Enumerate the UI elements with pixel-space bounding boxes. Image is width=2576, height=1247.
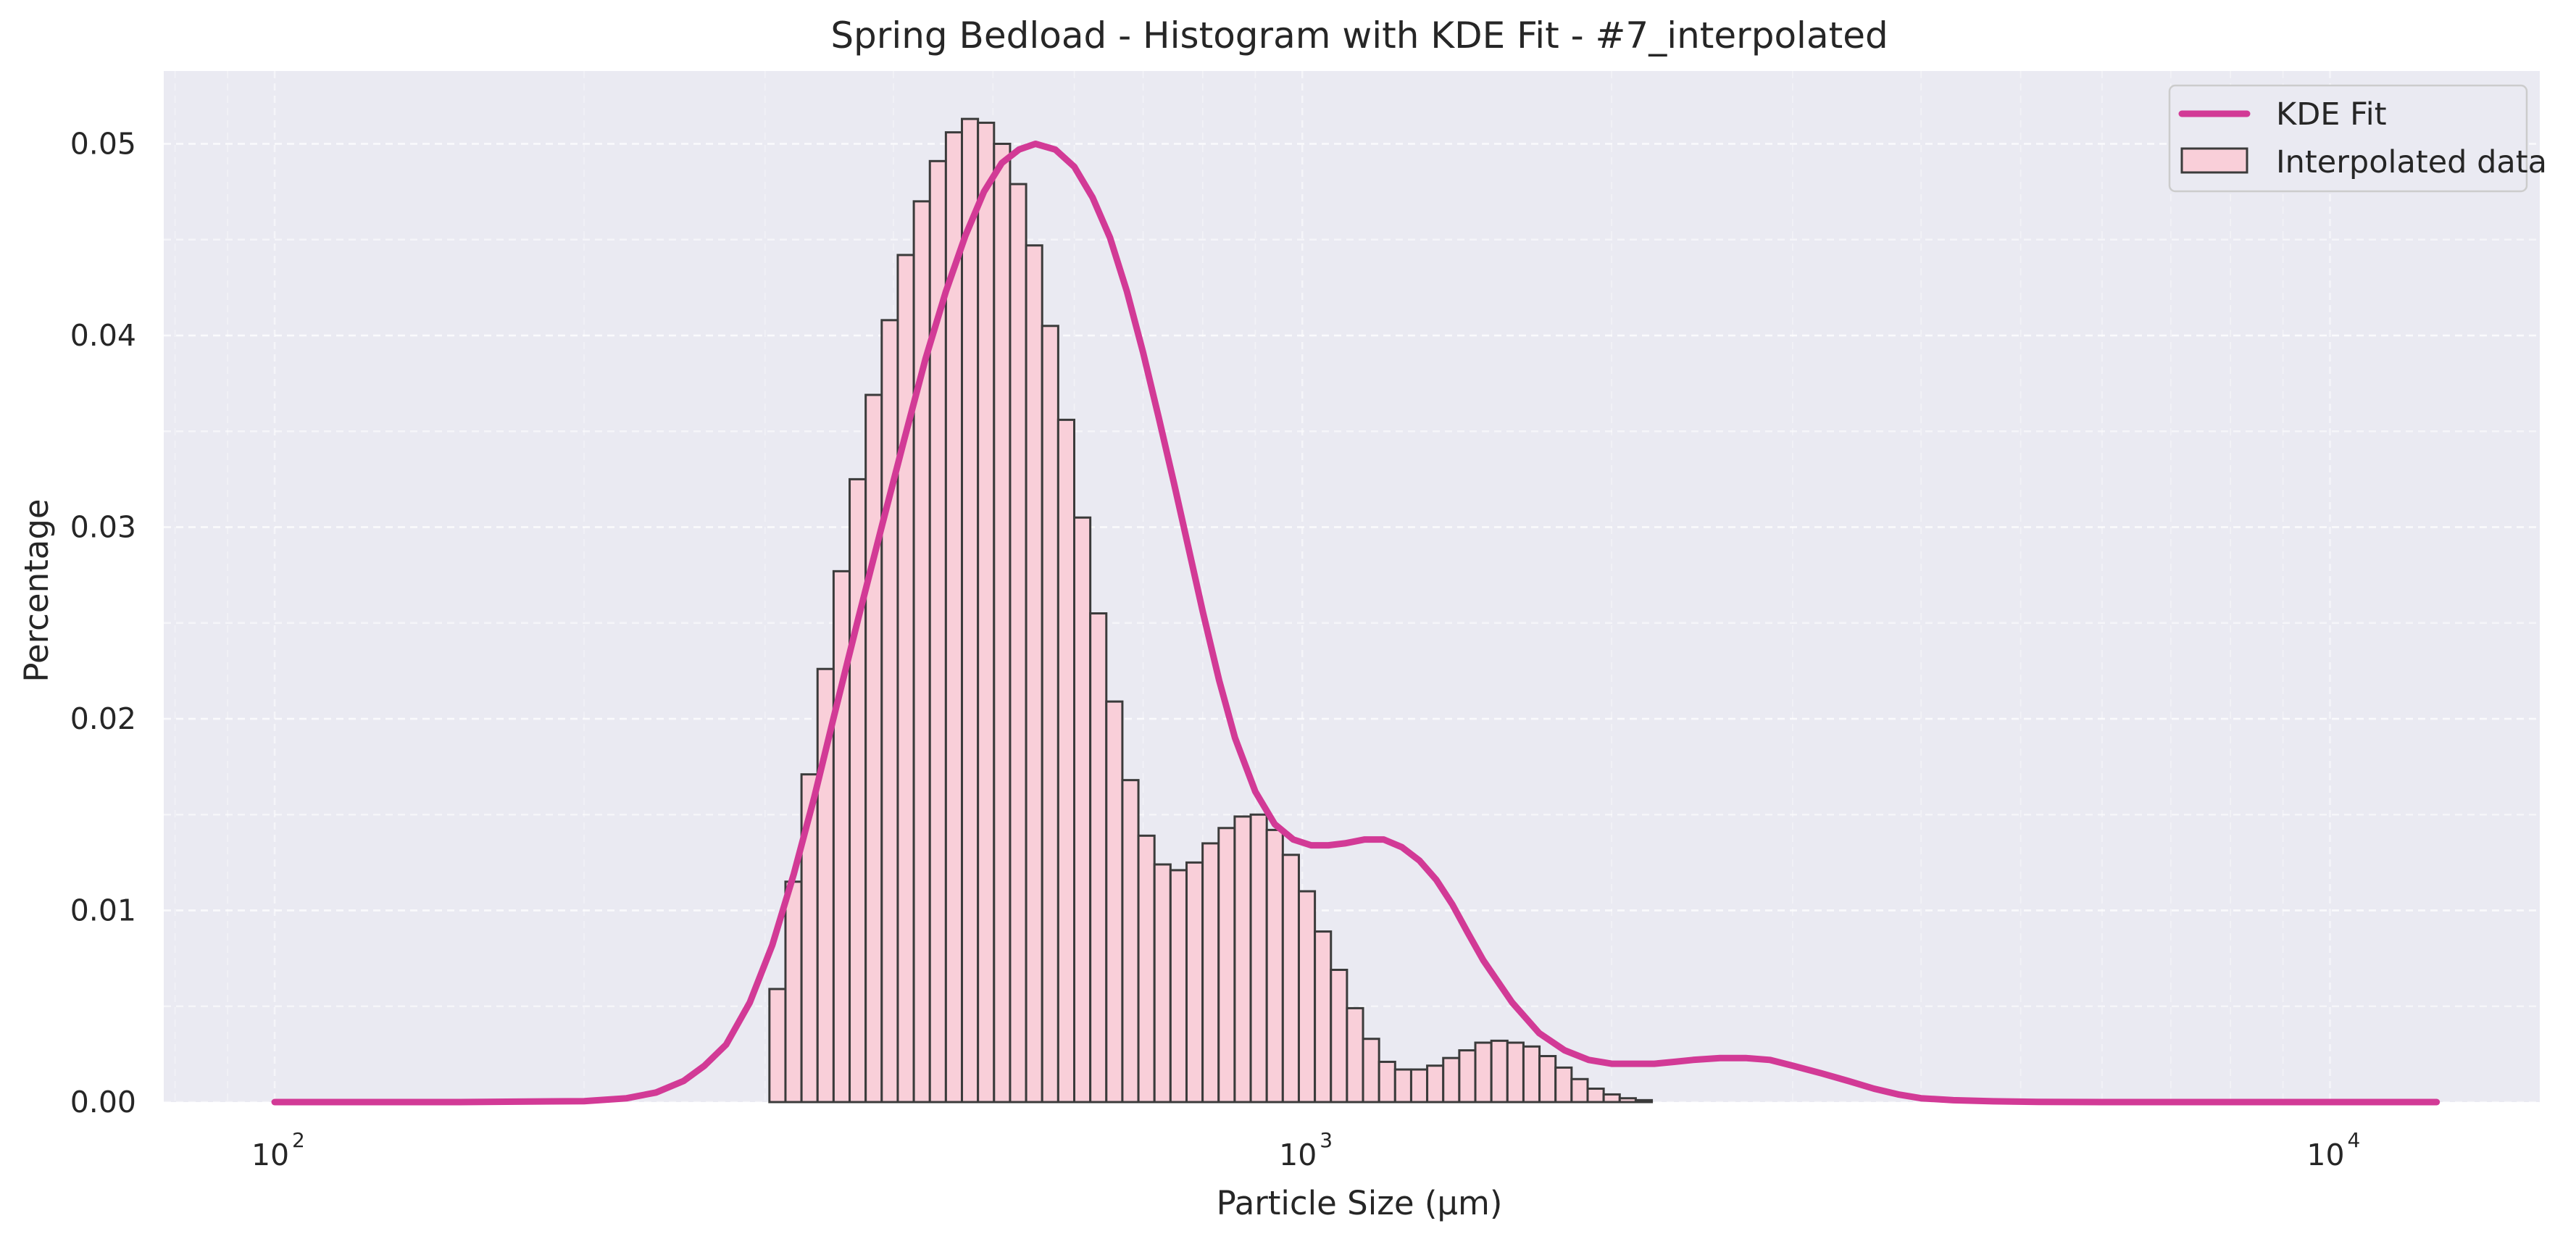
x-axis-label: Particle Size (μm) — [1217, 1184, 1503, 1222]
histogram-bar — [1618, 1097, 1637, 1104]
histogram-bar — [896, 254, 915, 1104]
legend-box — [2168, 84, 2528, 193]
histogram-bar — [1506, 1041, 1525, 1104]
histogram-bar — [1554, 1066, 1573, 1104]
histogram-bar — [1169, 869, 1188, 1104]
histogram-bar — [1426, 1064, 1445, 1104]
histogram-bar — [1089, 612, 1108, 1104]
y-tick-label: 0.04 — [70, 318, 136, 353]
y-axis-ticks: 0.00 0.01 0.02 0.03 0.04 0.05 — [70, 127, 136, 1119]
histogram-bar — [1393, 1068, 1412, 1104]
histogram-bar — [1249, 813, 1268, 1104]
x-tick-base: 10 — [1279, 1138, 1317, 1172]
histogram-bar — [880, 319, 899, 1104]
histogram-bar — [1265, 828, 1284, 1104]
histogram-bar — [1201, 842, 1220, 1104]
histogram-bar — [1409, 1068, 1429, 1104]
histogram-bar — [1442, 1056, 1461, 1104]
histogram-bar — [977, 121, 996, 1104]
histogram-bar — [1346, 1006, 1364, 1104]
histogram-bar — [961, 117, 980, 1104]
histogram-bar — [784, 880, 803, 1104]
y-tick-label: 0.03 — [70, 510, 136, 545]
plot-area — [164, 71, 2540, 1102]
histogram-bar — [1137, 834, 1156, 1104]
histogram-bar — [864, 393, 883, 1104]
chart-title: Spring Bedload - Histogram with KDE Fit … — [830, 14, 1888, 57]
y-tick-label: 0.01 — [70, 893, 136, 928]
histogram-bar — [1377, 1060, 1396, 1104]
y-tick-label: 0.05 — [70, 127, 136, 162]
histogram-bar — [1522, 1045, 1541, 1104]
histogram-bar — [1474, 1041, 1493, 1104]
histogram-bar — [1153, 863, 1172, 1104]
histogram-bar — [1458, 1049, 1477, 1104]
histogram-bar — [1281, 854, 1300, 1104]
histogram-bar — [1185, 861, 1204, 1104]
histogram-bar — [1056, 418, 1076, 1104]
histogram-bar — [1570, 1077, 1589, 1104]
x-tick-label: 10 2 — [251, 1128, 305, 1172]
histogram-bar — [912, 200, 931, 1104]
legend-histogram-label: Interpolated data — [2276, 144, 2547, 180]
histogram-bar — [1025, 244, 1043, 1104]
x-tick-label: 10 3 — [1279, 1128, 1333, 1172]
legend-kde-label: KDE Fit — [2276, 96, 2387, 133]
grid-lines — [164, 71, 2540, 1104]
x-tick-base: 10 — [2306, 1138, 2344, 1172]
y-axis-label: Percentage — [17, 499, 56, 682]
histogram-bar — [1041, 325, 1059, 1104]
x-tick-label: 10 4 — [2306, 1128, 2360, 1172]
histogram-bar — [1233, 815, 1252, 1104]
histogram-bar — [1217, 827, 1236, 1104]
histogram-bar — [1602, 1093, 1621, 1104]
x-tick-exponent: 3 — [1320, 1128, 1333, 1152]
histogram-bar — [768, 988, 787, 1104]
histogram-bar — [1538, 1055, 1557, 1104]
histogram-bar — [849, 477, 867, 1104]
histogram-bar — [1105, 700, 1124, 1104]
kde-fit-line — [271, 141, 2440, 1106]
histogram-bar — [1634, 1098, 1654, 1104]
x-tick-base: 10 — [251, 1138, 289, 1172]
y-tick-label: 0.02 — [70, 701, 136, 736]
histogram-bars — [768, 117, 1654, 1104]
histogram-bar — [1586, 1087, 1605, 1104]
histogram-bar — [1009, 183, 1028, 1104]
histogram-bar — [993, 143, 1012, 1104]
legend-histogram-swatch — [2180, 147, 2248, 174]
histogram-bar — [1121, 779, 1140, 1104]
histogram-bar — [1314, 930, 1333, 1104]
histogram-bar — [1362, 1038, 1380, 1104]
legend: KDE Fit Interpolated data — [2168, 84, 2547, 193]
x-axis-ticks: 10 2 10 3 10 4 — [251, 1128, 2360, 1172]
x-tick-exponent: 2 — [292, 1128, 305, 1152]
histogram-bar — [1490, 1039, 1509, 1104]
histogram-bar — [1073, 516, 1092, 1104]
y-tick-label: 0.00 — [70, 1085, 136, 1119]
histogram-bar — [1297, 890, 1317, 1104]
x-tick-exponent: 4 — [2348, 1128, 2361, 1152]
histogram-bar — [1330, 968, 1349, 1104]
